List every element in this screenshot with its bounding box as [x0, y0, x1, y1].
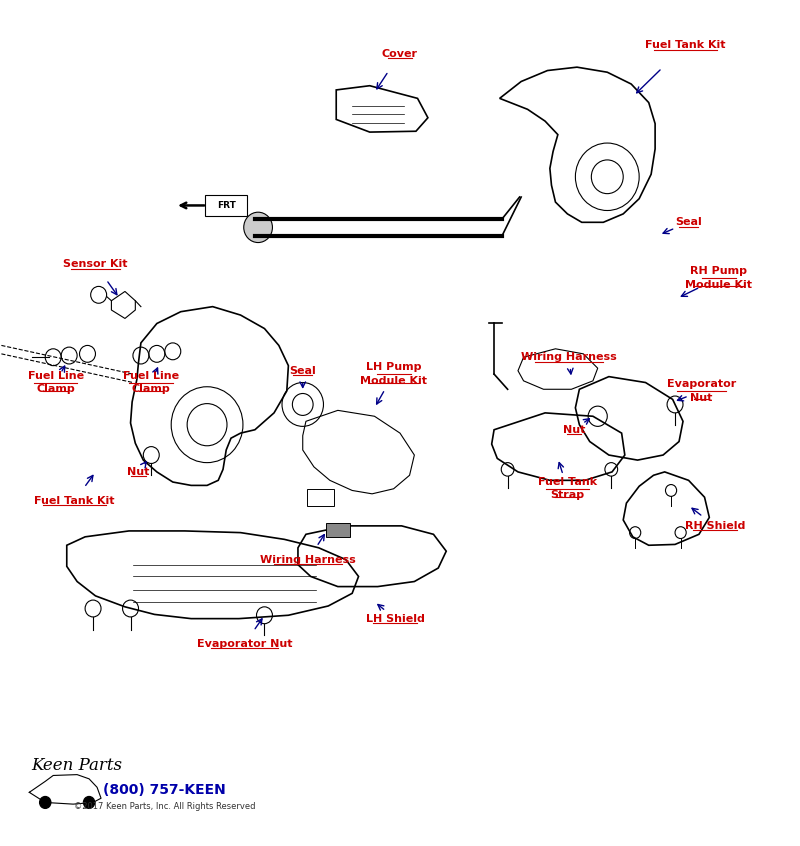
Text: Seal: Seal — [290, 365, 316, 376]
Text: Evaporator Nut: Evaporator Nut — [197, 639, 292, 649]
Text: Seal: Seal — [675, 217, 702, 228]
FancyBboxPatch shape — [326, 524, 350, 537]
FancyBboxPatch shape — [306, 489, 334, 506]
Text: Cover: Cover — [382, 49, 418, 58]
Text: Nut: Nut — [127, 467, 150, 477]
Text: RH Pump
Module Kit: RH Pump Module Kit — [686, 266, 752, 289]
Text: LH Shield: LH Shield — [366, 613, 425, 624]
Text: (800) 757-KEEN: (800) 757-KEEN — [103, 783, 226, 797]
Text: Fuel Tank
Strap: Fuel Tank Strap — [538, 477, 597, 500]
Text: RH Shield: RH Shield — [685, 521, 745, 531]
Circle shape — [244, 212, 273, 243]
Text: Nut: Nut — [562, 425, 585, 435]
Text: Evaporator
Nut: Evaporator Nut — [666, 379, 736, 403]
Text: Wiring Harness: Wiring Harness — [261, 555, 356, 564]
Text: LH Pump
Module Kit: LH Pump Module Kit — [360, 362, 427, 386]
Circle shape — [40, 797, 51, 808]
Text: Wiring Harness: Wiring Harness — [521, 352, 617, 362]
Text: Fuel Line
Clamp: Fuel Line Clamp — [27, 371, 84, 394]
FancyBboxPatch shape — [206, 195, 247, 216]
Text: ©2017 Keen Parts, Inc. All Rights Reserved: ©2017 Keen Parts, Inc. All Rights Reserv… — [74, 802, 255, 811]
Text: Fuel Line
Clamp: Fuel Line Clamp — [123, 371, 179, 394]
Text: FRT: FRT — [217, 201, 236, 210]
Text: Fuel Tank Kit: Fuel Tank Kit — [645, 41, 726, 50]
Text: Keen Parts: Keen Parts — [32, 757, 122, 774]
Circle shape — [83, 797, 94, 808]
Text: Sensor Kit: Sensor Kit — [63, 260, 128, 270]
Text: Fuel Tank Kit: Fuel Tank Kit — [34, 496, 115, 506]
